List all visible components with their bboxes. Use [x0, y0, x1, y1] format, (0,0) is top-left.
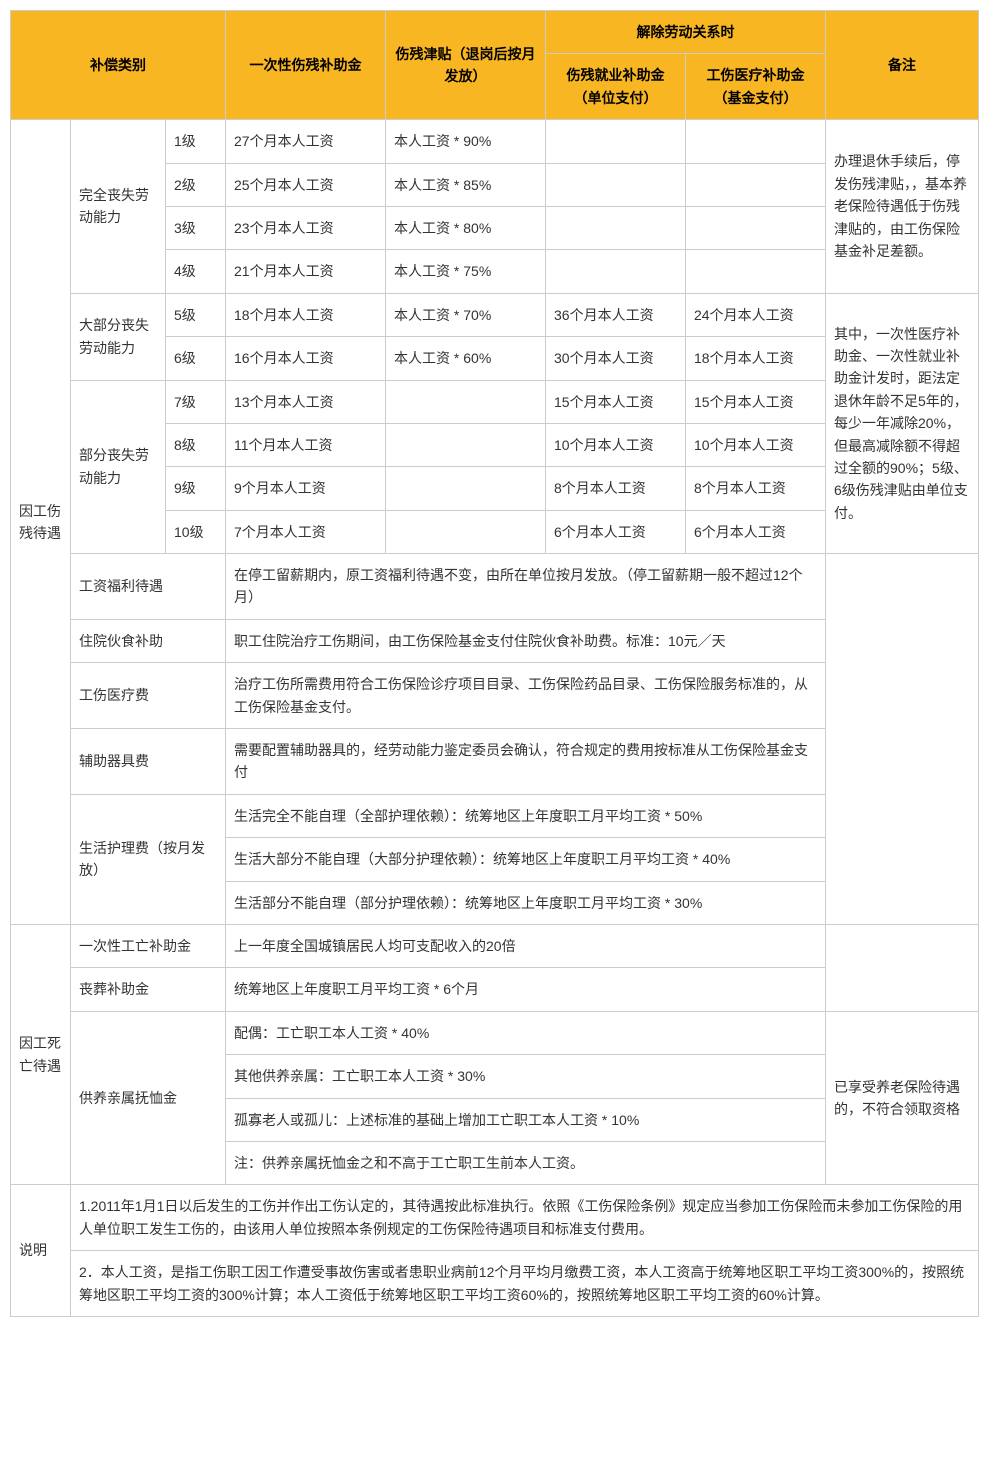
level: 7级 — [166, 380, 226, 423]
note1: 1.2011年1月1日以后发生的工伤并作出工伤认定的，其待遇按此标准执行。依照《… — [71, 1185, 979, 1251]
emp: 15个月本人工资 — [546, 380, 686, 423]
sub-most: 大部分丧失劳动能力 — [71, 293, 166, 380]
remark-empty-2 — [826, 924, 979, 1011]
cat-note: 说明 — [11, 1185, 71, 1317]
lump: 7个月本人工资 — [226, 510, 386, 553]
level: 9级 — [166, 467, 226, 510]
h-remark: 备注 — [826, 11, 979, 120]
table-row: 因工伤残待遇 完全丧失劳动能力 1级 27个月本人工资 本人工资 * 90% 办… — [11, 120, 979, 163]
remark-1: 办理退休手续后，停发伤残津贴，，基本养老保险待遇低于伤残津贴的，由工伤保险基金补… — [826, 120, 979, 294]
sub-part: 部分丧失劳动能力 — [71, 380, 166, 554]
h-med-pay: 工伤医疗补助金（基金支付） — [686, 54, 826, 120]
remark-2: 其中，一次性医疗补助金、一次性就业补助金计发时，距法定退休年龄不足5年的，每少一… — [826, 293, 979, 553]
med: 15个月本人工资 — [686, 380, 826, 423]
level: 10级 — [166, 510, 226, 553]
sub-full: 完全丧失劳动能力 — [71, 120, 166, 294]
table-row: 2．本人工资，是指工伤职工因工作遭受事故伤害或者患职业病前12个月平均月缴费工资… — [11, 1251, 979, 1317]
lump: 18个月本人工资 — [226, 293, 386, 336]
level: 1级 — [166, 120, 226, 163]
lump: 13个月本人工资 — [226, 380, 386, 423]
med — [686, 120, 826, 163]
allow: 本人工资 * 70% — [386, 293, 546, 336]
sub-funeral: 丧葬补助金 — [71, 968, 226, 1011]
compensation-table: 补偿类别 一次性伤残补助金 伤残津贴（退岗后按月发放） 解除劳动关系时 备注 伤… — [10, 10, 979, 1317]
dlump-text: 上一年度全国城镇居民人均可支配收入的20倍 — [226, 924, 826, 967]
table-row: 供养亲属抚恤金 配偶：工亡职工本人工资 * 40% 已享受养老保险待遇的，不符合… — [11, 1011, 979, 1054]
emp — [546, 120, 686, 163]
sub-medfee: 工伤医疗费 — [71, 663, 226, 729]
table-row: 因工死亡待遇 一次性工亡补助金 上一年度全国城镇居民人均可支配收入的20倍 — [11, 924, 979, 967]
lump: 9个月本人工资 — [226, 467, 386, 510]
lump: 21个月本人工资 — [226, 250, 386, 293]
cat-death: 因工死亡待遇 — [11, 924, 71, 1184]
lump: 23个月本人工资 — [226, 206, 386, 249]
h-lump: 一次性伤残补助金 — [226, 11, 386, 120]
dep2: 其他供养亲属：工亡职工本人工资 * 30% — [226, 1055, 826, 1098]
aid-text: 需要配置辅助器具的，经劳动能力鉴定委员会确认，符合规定的费用按标准从工伤保险基金… — [226, 729, 826, 795]
lump: 25个月本人工资 — [226, 163, 386, 206]
level: 3级 — [166, 206, 226, 249]
sub-wage: 工资福利待遇 — [71, 554, 226, 620]
h-emp-pay: 伤残就业补助金（单位支付） — [546, 54, 686, 120]
emp: 6个月本人工资 — [546, 510, 686, 553]
dep1: 配偶：工亡职工本人工资 * 40% — [226, 1011, 826, 1054]
emp: 36个月本人工资 — [546, 293, 686, 336]
table-row: 工资福利待遇 在停工留薪期内，原工资福利待遇不变，由所在单位按月发放。（停工留薪… — [11, 554, 979, 620]
med: 10个月本人工资 — [686, 423, 826, 466]
h-allowance: 伤残津贴（退岗后按月发放） — [386, 11, 546, 120]
allow: 本人工资 * 80% — [386, 206, 546, 249]
dep4: 注：供养亲属抚恤金之和不高于工亡职工生前本人工资。 — [226, 1141, 826, 1184]
sub-dlump: 一次性工亡补助金 — [71, 924, 226, 967]
med: 6个月本人工资 — [686, 510, 826, 553]
level: 6级 — [166, 337, 226, 380]
level: 5级 — [166, 293, 226, 336]
lump: 27个月本人工资 — [226, 120, 386, 163]
table-row: 说明 1.2011年1月1日以后发生的工伤并作出工伤认定的，其待遇按此标准执行。… — [11, 1185, 979, 1251]
lump: 16个月本人工资 — [226, 337, 386, 380]
sub-care: 生活护理费（按月发放） — [71, 794, 226, 924]
care2: 生活大部分不能自理（大部分护理依赖）：统筹地区上年度职工月平均工资 * 40% — [226, 838, 826, 881]
funeral-text: 统筹地区上年度职工月平均工资 * 6个月 — [226, 968, 826, 1011]
care1: 生活完全不能自理（全部护理依赖）：统筹地区上年度职工月平均工资 * 50% — [226, 794, 826, 837]
remark-3: 已享受养老保险待遇的，不符合领取资格 — [826, 1011, 979, 1185]
wage-text: 在停工留薪期内，原工资福利待遇不变，由所在单位按月发放。（停工留薪期一般不超过1… — [226, 554, 826, 620]
meal-text: 职工住院治疗工伤期间，由工伤保险基金支付住院伙食补助费。标准：10元／天 — [226, 619, 826, 662]
table-row: 大部分丧失劳动能力 5级 18个月本人工资 本人工资 * 70% 36个月本人工… — [11, 293, 979, 336]
lump: 11个月本人工资 — [226, 423, 386, 466]
note2: 2．本人工资，是指工伤职工因工作遭受事故伤害或者患职业病前12个月平均月缴费工资… — [71, 1251, 979, 1317]
med: 8个月本人工资 — [686, 467, 826, 510]
care3: 生活部分不能自理（部分护理依赖）：统筹地区上年度职工月平均工资 * 30% — [226, 881, 826, 924]
cat-injury: 因工伤残待遇 — [11, 120, 71, 925]
emp: 30个月本人工资 — [546, 337, 686, 380]
emp: 10个月本人工资 — [546, 423, 686, 466]
allow: 本人工资 * 85% — [386, 163, 546, 206]
level: 2级 — [166, 163, 226, 206]
sub-meal: 住院伙食补助 — [71, 619, 226, 662]
h-category: 补偿类别 — [11, 11, 226, 120]
medfee-text: 治疗工伤所需费用符合工伤保险诊疗项目目录、工伤保险药品目录、工伤保险服务标准的，… — [226, 663, 826, 729]
h-termination: 解除劳动关系时 — [546, 11, 826, 54]
level: 4级 — [166, 250, 226, 293]
dep3: 孤寡老人或孤儿：上述标准的基础上增加工亡职工本人工资 * 10% — [226, 1098, 826, 1141]
med: 24个月本人工资 — [686, 293, 826, 336]
sub-aid: 辅助器具费 — [71, 729, 226, 795]
allow: 本人工资 * 90% — [386, 120, 546, 163]
emp: 8个月本人工资 — [546, 467, 686, 510]
sub-dep: 供养亲属抚恤金 — [71, 1011, 226, 1185]
allow: 本人工资 * 75% — [386, 250, 546, 293]
remark-empty — [826, 554, 979, 925]
med: 18个月本人工资 — [686, 337, 826, 380]
allow: 本人工资 * 60% — [386, 337, 546, 380]
level: 8级 — [166, 423, 226, 466]
